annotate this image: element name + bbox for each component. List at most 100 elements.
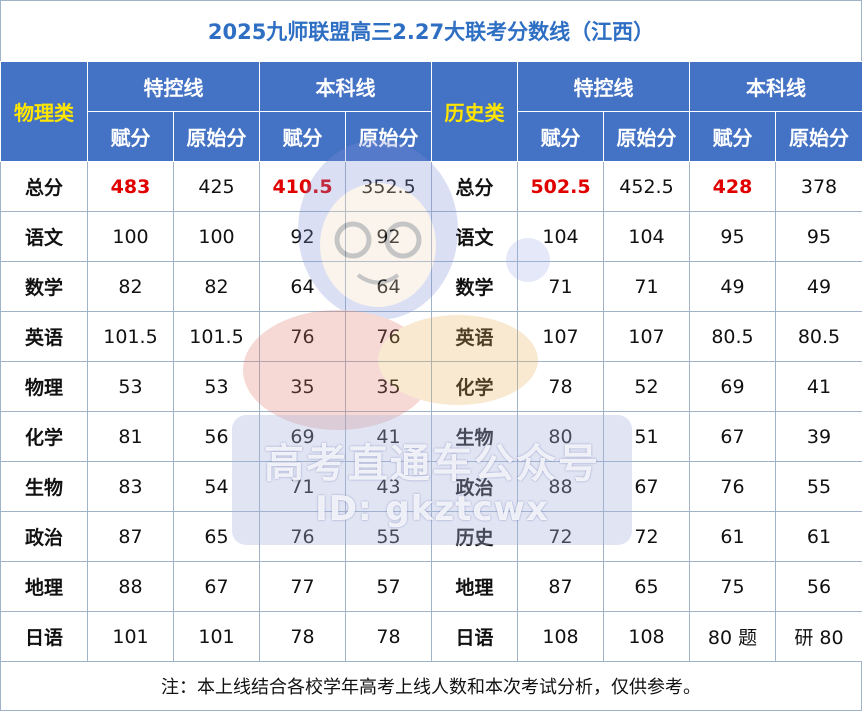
subject-cell: 生物 <box>0 461 88 512</box>
subject-cell: 政治 <box>431 461 518 512</box>
score-cell: 52 <box>603 361 690 412</box>
score-cell: 83 <box>87 461 174 512</box>
subject-cell: 政治 <box>0 511 88 562</box>
score-cell: 41 <box>345 411 432 462</box>
table-row: 语文 100 100 92 92 语文 104 104 95 95 <box>0 211 862 262</box>
score-cell: 101 <box>173 611 260 662</box>
score-cell: 71 <box>603 261 690 312</box>
footnote: 注：本上线结合各校学年高考上线人数和本次考试分析，仅供参考。 <box>0 661 862 711</box>
physics-undergrad-line-header: 本科线 <box>259 61 432 112</box>
score-cell: 67 <box>173 561 260 612</box>
score-cell: 61 <box>689 511 776 562</box>
score-cell: 49 <box>775 261 862 312</box>
score-cell: 378 <box>775 161 862 212</box>
score-cell: 108 <box>603 611 690 662</box>
subject-cell: 物理 <box>0 361 88 412</box>
score-cell: 75 <box>689 561 776 612</box>
table-row: 物理 53 53 35 35 化学 78 52 69 41 <box>0 361 862 412</box>
col-header-assigned: 赋分 <box>87 111 174 162</box>
subject-cell: 语文 <box>431 211 518 262</box>
table-row: 日语 101 101 78 78 日语 108 108 80 题 研 80 <box>0 611 862 662</box>
score-table: 物理类 特控线 本科线 历史类 特控线 本科线 赋分 原始分 赋分 原始分 赋分… <box>0 61 862 662</box>
score-cell: 101 <box>87 611 174 662</box>
subject-cell: 日语 <box>431 611 518 662</box>
col-header-raw: 原始分 <box>173 111 260 162</box>
score-cell: 76 <box>345 311 432 362</box>
col-header-raw: 原始分 <box>603 111 690 162</box>
score-cell: 80.5 <box>775 311 862 362</box>
score-cell: 71 <box>517 261 604 312</box>
score-cell: 101.5 <box>173 311 260 362</box>
table-row: 化学 81 56 69 41 生物 80 51 67 39 <box>0 411 862 462</box>
score-cell: 54 <box>173 461 260 512</box>
score-cell: 67 <box>689 411 776 462</box>
page-title: 2025九师联盟高三2.27大联考分数线（江西） <box>0 0 862 62</box>
table-row: 生物 83 54 71 43 政治 88 67 76 55 <box>0 461 862 512</box>
score-cell: 57 <box>345 561 432 612</box>
subject-cell: 英语 <box>431 311 518 362</box>
score-cell: 108 <box>517 611 604 662</box>
score-cell: 76 <box>689 461 776 512</box>
score-cell: 410.5 <box>259 161 346 212</box>
physics-category-header: 物理类 <box>0 61 88 162</box>
score-cell: 452.5 <box>603 161 690 212</box>
score-cell: 80 题 <box>689 611 776 662</box>
subject-cell: 地理 <box>431 561 518 612</box>
table-row: 数学 82 82 64 64 数学 71 71 49 49 <box>0 261 862 312</box>
score-cell: 72 <box>517 511 604 562</box>
score-cell: 483 <box>87 161 174 212</box>
subject-cell: 日语 <box>0 611 88 662</box>
score-cell: 76 <box>259 311 346 362</box>
score-cell: 100 <box>87 211 174 262</box>
subject-cell: 化学 <box>0 411 88 462</box>
score-cell: 88 <box>87 561 174 612</box>
score-cell: 研 80 <box>775 611 862 662</box>
score-cell: 64 <box>259 261 346 312</box>
score-cell: 67 <box>603 461 690 512</box>
score-cell: 49 <box>689 261 776 312</box>
history-category-header: 历史类 <box>431 61 518 162</box>
subject-cell: 总分 <box>0 161 88 212</box>
col-header-assigned: 赋分 <box>689 111 776 162</box>
score-cell: 92 <box>345 211 432 262</box>
score-cell: 80.5 <box>689 311 776 362</box>
score-cell: 72 <box>603 511 690 562</box>
score-cell: 56 <box>775 561 862 612</box>
score-cell: 428 <box>689 161 776 212</box>
score-cell: 76 <box>259 511 346 562</box>
col-header-assigned: 赋分 <box>259 111 346 162</box>
physics-special-line-header: 特控线 <box>87 61 260 112</box>
score-cell: 100 <box>173 211 260 262</box>
score-cell: 71 <box>259 461 346 512</box>
score-cell: 78 <box>345 611 432 662</box>
history-undergrad-line-header: 本科线 <box>689 61 862 112</box>
score-cell: 55 <box>345 511 432 562</box>
score-cell: 352.5 <box>345 161 432 212</box>
subject-cell: 数学 <box>0 261 88 312</box>
score-cell: 95 <box>689 211 776 262</box>
score-cell: 88 <box>517 461 604 512</box>
score-cell: 78 <box>259 611 346 662</box>
score-cell: 43 <box>345 461 432 512</box>
subject-cell: 历史 <box>431 511 518 562</box>
score-cell: 81 <box>87 411 174 462</box>
score-cell: 39 <box>775 411 862 462</box>
subject-cell: 总分 <box>431 161 518 212</box>
subject-cell: 英语 <box>0 311 88 362</box>
score-cell: 104 <box>603 211 690 262</box>
table-row: 总分 483 425 410.5 352.5 总分 502.5 452.5 42… <box>0 161 862 212</box>
subject-cell: 语文 <box>0 211 88 262</box>
col-header-assigned: 赋分 <box>517 111 604 162</box>
score-cell: 107 <box>517 311 604 362</box>
score-cell: 41 <box>775 361 862 412</box>
score-cell: 65 <box>173 511 260 562</box>
table-row: 政治 87 65 76 55 历史 72 72 61 61 <box>0 511 862 562</box>
table-row: 英语 101.5 101.5 76 76 英语 107 107 80.5 80.… <box>0 311 862 362</box>
score-cell: 51 <box>603 411 690 462</box>
score-cell: 65 <box>603 561 690 612</box>
score-cell: 87 <box>87 511 174 562</box>
history-special-line-header: 特控线 <box>517 61 690 112</box>
col-header-raw: 原始分 <box>775 111 862 162</box>
table-row: 地理 88 67 77 57 地理 87 65 75 56 <box>0 561 862 612</box>
